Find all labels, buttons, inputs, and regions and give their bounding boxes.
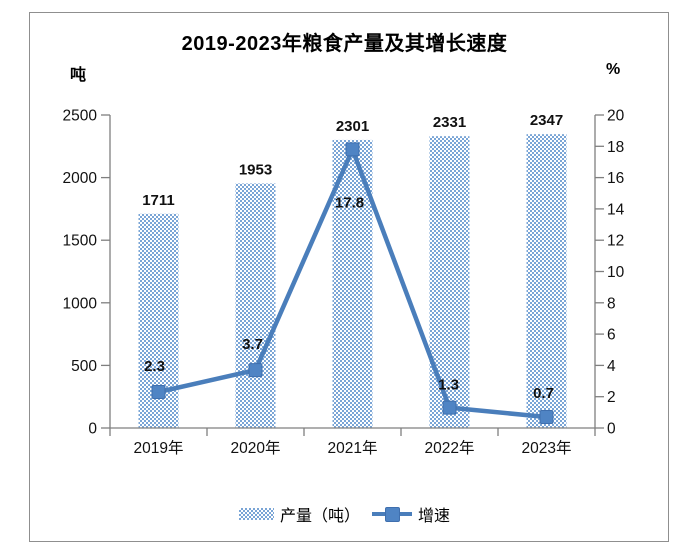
x-axis-category-label: 2022年 bbox=[425, 439, 475, 457]
bar-value-label: 1953 bbox=[239, 161, 272, 178]
legend-label-production: 产量（吨） bbox=[279, 508, 360, 525]
right-axis-tick-label: 18 bbox=[607, 139, 624, 156]
right-axis-tick-label: 8 bbox=[607, 295, 616, 312]
line-marker bbox=[539, 410, 554, 425]
x-axis-category-label: 2019年 bbox=[134, 439, 184, 457]
line-series bbox=[151, 142, 554, 425]
line-marker bbox=[442, 400, 457, 415]
line-marker-swatch-icon bbox=[372, 507, 412, 522]
bar bbox=[526, 134, 567, 429]
bar-value-label: 2331 bbox=[433, 114, 466, 131]
left-axis-tick-label: 2000 bbox=[63, 170, 98, 187]
line-value-label: 2.3 bbox=[144, 358, 165, 375]
line-value-label: 0.7 bbox=[533, 385, 554, 402]
bar-pattern-swatch-icon bbox=[238, 508, 274, 520]
right-axis-tick-label: 12 bbox=[607, 233, 624, 250]
left-axis-tick-label: 2500 bbox=[63, 108, 98, 125]
right-axis-tick-label: 4 bbox=[607, 358, 616, 375]
right-axis-tick-label: 0 bbox=[607, 421, 616, 438]
legend-item-growth: 增速 bbox=[372, 502, 450, 526]
chart-title: 2019-2023年粮食产量及其增长速度 bbox=[181, 33, 508, 55]
left-axis-tick-label: 500 bbox=[71, 358, 97, 375]
line-marker bbox=[345, 142, 360, 157]
line-marker bbox=[248, 363, 263, 378]
data-labels: 1711 1953 2301 2331 2347 2.3 3.7 17.8 1.3 0.7 bbox=[142, 112, 563, 402]
left-axis-tick-label: 1500 bbox=[63, 233, 98, 250]
right-axis-tick-label: 10 bbox=[607, 264, 625, 281]
left-axis-unit-label: 吨 bbox=[70, 67, 87, 84]
bar-value-label: 2347 bbox=[530, 112, 563, 129]
legend: 产量（吨） 增速 bbox=[0, 501, 689, 527]
right-axis-tick-label: 16 bbox=[607, 170, 624, 187]
bar bbox=[235, 183, 276, 428]
legend-label-growth: 增速 bbox=[418, 508, 451, 525]
right-axis-tick-label: 6 bbox=[607, 327, 616, 344]
line-marker bbox=[151, 385, 166, 400]
left-axis-tick-label: 1000 bbox=[63, 295, 98, 312]
line-value-label: 3.7 bbox=[242, 336, 263, 353]
x-axis-category-label: 2021年 bbox=[328, 439, 378, 457]
bar bbox=[429, 136, 470, 428]
right-axis-tick-label: 2 bbox=[607, 389, 616, 406]
x-axis-category-label: 2020年 bbox=[231, 439, 281, 457]
axes: 0 500 1000 1500 2000 2500 0 2 4 6 8 10 12 14 16 18 20 201… bbox=[63, 108, 625, 458]
bar-value-label: 1711 bbox=[142, 192, 175, 209]
line-value-label: 17.8 bbox=[335, 194, 364, 211]
legend-item-production: 产量（吨） bbox=[238, 502, 360, 526]
line-value-label: 1.3 bbox=[438, 377, 459, 394]
left-axis-tick-label: 0 bbox=[88, 421, 97, 438]
right-axis-unit-label: % bbox=[606, 61, 621, 78]
right-axis-tick-label: 20 bbox=[607, 108, 625, 125]
right-axis-tick-label: 14 bbox=[607, 201, 625, 218]
bar-value-label: 2301 bbox=[336, 118, 369, 135]
x-axis-category-label: 2023年 bbox=[522, 439, 572, 457]
